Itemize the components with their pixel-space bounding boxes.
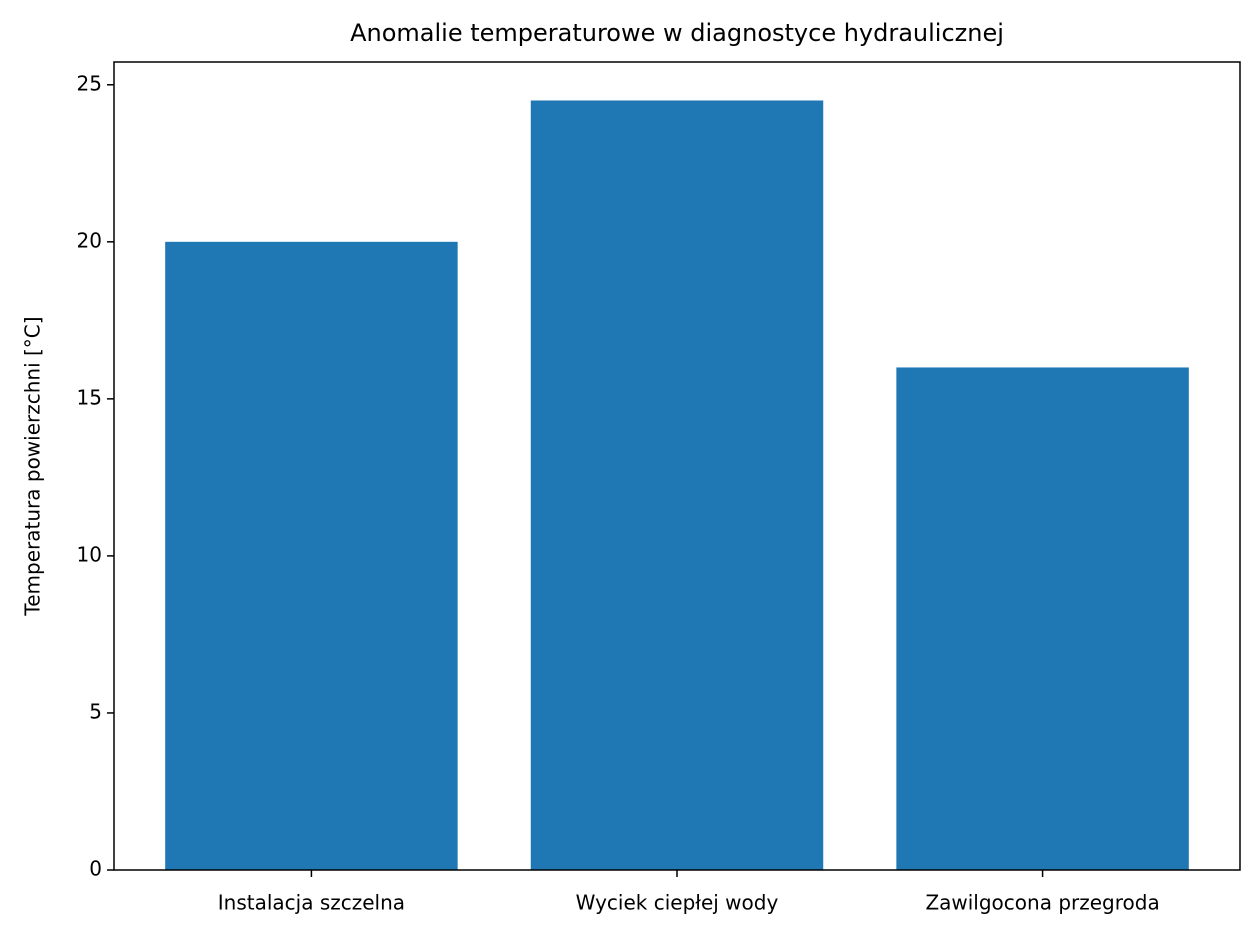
bar [530, 100, 824, 870]
y-axis-label: Temperatura powierzchni [°C] [21, 316, 45, 616]
bar [165, 241, 458, 871]
y-tick-label: 15 [77, 385, 102, 409]
chart-title: Anomalie temperaturowe w diagnostyce hyd… [350, 19, 1004, 47]
x-tick-label: Zawilgocona przegroda [925, 891, 1159, 915]
plot-frame [113, 61, 1241, 871]
y-tick-label: 25 [77, 71, 102, 95]
x-tick-label: Instalacja szczelna [218, 891, 405, 915]
y-tick-label: 5 [89, 699, 102, 723]
x-tick-label: Wyciek ciepłej wody [576, 891, 779, 915]
y-tick-label: 10 [77, 542, 102, 566]
y-tick-label: 0 [89, 857, 102, 881]
y-tick-label: 20 [77, 228, 102, 252]
bar [896, 367, 1189, 870]
